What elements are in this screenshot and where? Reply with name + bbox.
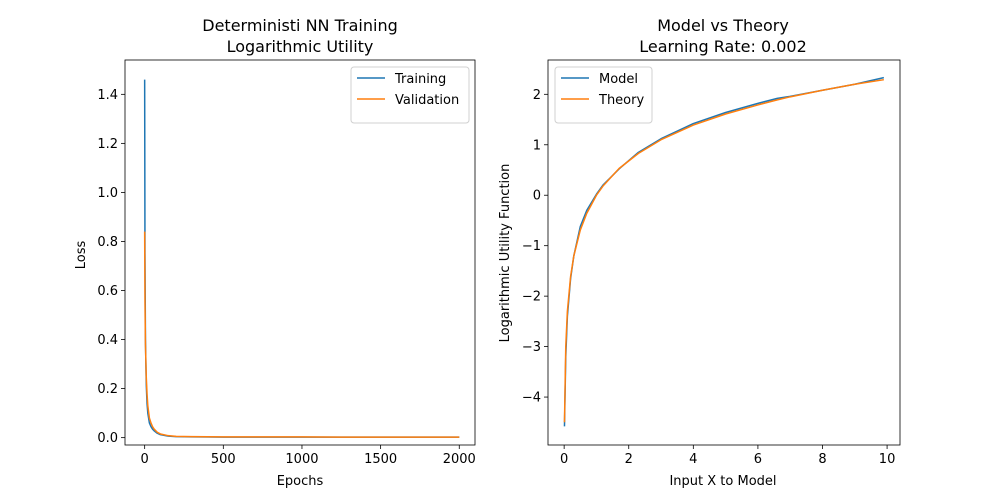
x-tick-label: 500 — [211, 452, 236, 467]
x-tick-label: 2000 — [443, 452, 476, 467]
x-tick-label: 1000 — [285, 452, 318, 467]
axes-frame — [547, 59, 901, 446]
y-tick-label: −3 — [522, 340, 541, 355]
y-axis-label: Loss — [74, 241, 89, 270]
series-line-training — [143, 79, 460, 438]
series-line-model — [563, 76, 885, 427]
x-tick-label: 2 — [625, 452, 633, 467]
legend-label: Validation — [395, 93, 459, 108]
plot-area: 0 500 1000 1500 2000 0.0 0.2 0.4 0.6 0.8 1.0 1.2 1.4… — [97, 59, 476, 467]
x-tick-label: 10 — [879, 452, 896, 467]
y-tick-label: 1.4 — [97, 88, 118, 103]
x-tick-label: 4 — [689, 452, 697, 467]
y-tick-label: 1.0 — [97, 186, 118, 201]
legend-box — [350, 66, 470, 124]
x-axis-label: Epochs — [277, 474, 324, 489]
y-tick-label: 0 — [533, 189, 541, 204]
x-axis-label: Input X to Model — [669, 474, 776, 489]
legend: Training Validation — [350, 66, 470, 124]
x-tick-label: 0 — [141, 452, 149, 467]
chart-subtitle: Logarithmic Utility — [227, 37, 374, 56]
series-line-theory — [563, 78, 884, 423]
legend-label: Model — [599, 72, 638, 87]
y-tick-label: 0.4 — [97, 333, 118, 348]
chart-subtitle: Learning Rate: 0.002 — [639, 37, 807, 56]
chart-title: Deterministi NN Training — [202, 16, 398, 35]
legend-label: Theory — [598, 93, 644, 108]
chart-title: Model vs Theory — [657, 16, 789, 35]
chart-panel-loss: Deterministi NN Training Logarithmic Uti… — [74, 16, 476, 489]
chart-panel-model-vs-theory: Model vs Theory Learning Rate: 0.002 0 2 4… — [498, 16, 901, 489]
y-tick-label: −2 — [522, 290, 541, 305]
legend-label: Training — [394, 72, 446, 87]
y-tick-label: −4 — [522, 391, 541, 406]
y-tick-label: 0.2 — [97, 382, 118, 397]
y-tick-label: 2 — [533, 88, 541, 103]
y-tick-label: 0.0 — [97, 431, 118, 446]
y-tick-label: 1 — [533, 138, 541, 153]
y-tick-label: 1.2 — [97, 137, 118, 152]
x-tick-label: 8 — [818, 452, 826, 467]
x-tick-label: 0 — [560, 452, 568, 467]
x-tick-label: 1500 — [364, 452, 397, 467]
y-axis-label: Logarithmic Utility Function — [498, 164, 513, 343]
legend-box — [554, 66, 653, 124]
legend: Model Theory — [554, 66, 653, 124]
series-line-validation — [143, 231, 460, 438]
y-tick-label: 0.8 — [97, 235, 118, 250]
x-tick-label: 6 — [754, 452, 762, 467]
axes-frame — [124, 59, 476, 446]
plot-area: 0 2 4 6 8 10 −4 −3 −2 −1 0 1 2 Model Theory — [522, 59, 901, 467]
y-tick-label: 0.6 — [97, 284, 118, 299]
y-tick-label: −1 — [522, 239, 541, 254]
